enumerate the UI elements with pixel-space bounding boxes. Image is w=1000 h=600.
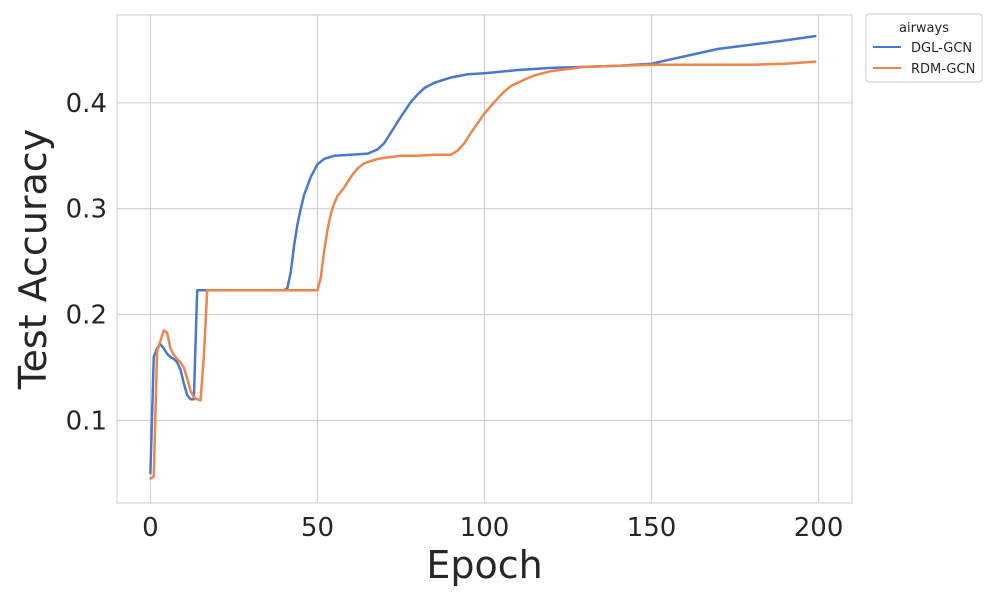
y-tick-label: 0.2 — [66, 301, 107, 331]
y-tick-label: 0.3 — [66, 195, 107, 225]
x-tick-label: 150 — [627, 513, 677, 543]
x-tick-label: 0 — [142, 513, 159, 543]
grid — [117, 15, 852, 503]
series-line-dgl-gcn — [149, 34, 817, 475]
legend-label-dgl-gcn: DGL-GCN — [911, 41, 972, 56]
x-axis-title: Epoch — [426, 543, 542, 587]
series-line-rdm-gcn — [149, 60, 817, 480]
x-tick-label: 50 — [301, 513, 334, 543]
x-tick-label: 200 — [794, 513, 844, 543]
legend-title: airways — [899, 21, 949, 36]
legend: airways DGL-GCN RDM-GCN — [865, 13, 983, 83]
plot-frame — [116, 14, 853, 504]
tick-labels: 0 50 100 150 200 0.1 0.2 0.3 0.4 — [66, 89, 844, 543]
legend-entries: DGL-GCN RDM-GCN — [873, 41, 975, 77]
y-tick-label: 0.4 — [66, 89, 107, 119]
x-tick-label: 100 — [460, 513, 510, 543]
y-axis-title: Test Accuracy — [11, 129, 55, 390]
y-tick-label: 0.1 — [66, 406, 107, 436]
series-layer — [149, 34, 817, 480]
legend-label-rdm-gcn: RDM-GCN — [911, 62, 975, 77]
legend-box — [865, 13, 983, 83]
